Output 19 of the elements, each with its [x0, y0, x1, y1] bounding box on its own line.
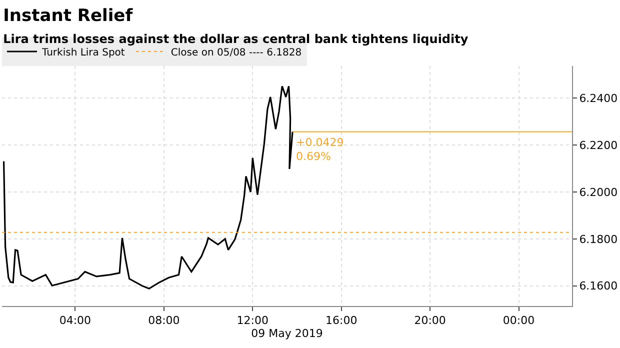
y-tick-label: 6.2000 — [579, 186, 618, 199]
annotation: 0.69% — [296, 150, 331, 163]
y-tick-label: 6.2200 — [579, 138, 618, 152]
x-tick-label: 20:00 — [414, 314, 446, 328]
legend-label: Turkish Lira Spot — [41, 47, 125, 58]
x-tick-label: 16:00 — [325, 314, 358, 328]
x-tick-label: 00:00 — [502, 314, 535, 328]
x-axis-title: 09 May 2019 — [251, 327, 323, 340]
chart-title: Instant Relief — [3, 6, 134, 26]
line-series — [2, 85, 294, 290]
chart-subtitle: Lira trims losses against the dollar as central bank tightens liquidity — [3, 32, 468, 46]
annotation: +0.0429 — [296, 136, 344, 149]
y-tick-label: 6.1800 — [579, 232, 618, 246]
y-tick-label: 6.1600 — [579, 280, 618, 293]
x-tick-label: 12:00 — [236, 314, 268, 328]
y-tick-label: 6.2400 — [579, 92, 618, 105]
x-tick-label: 04:00 — [59, 314, 92, 328]
x-tick-label: 08:00 — [148, 314, 180, 328]
legend-label: Close on 05/08 ---- 6.1828 — [170, 47, 302, 58]
